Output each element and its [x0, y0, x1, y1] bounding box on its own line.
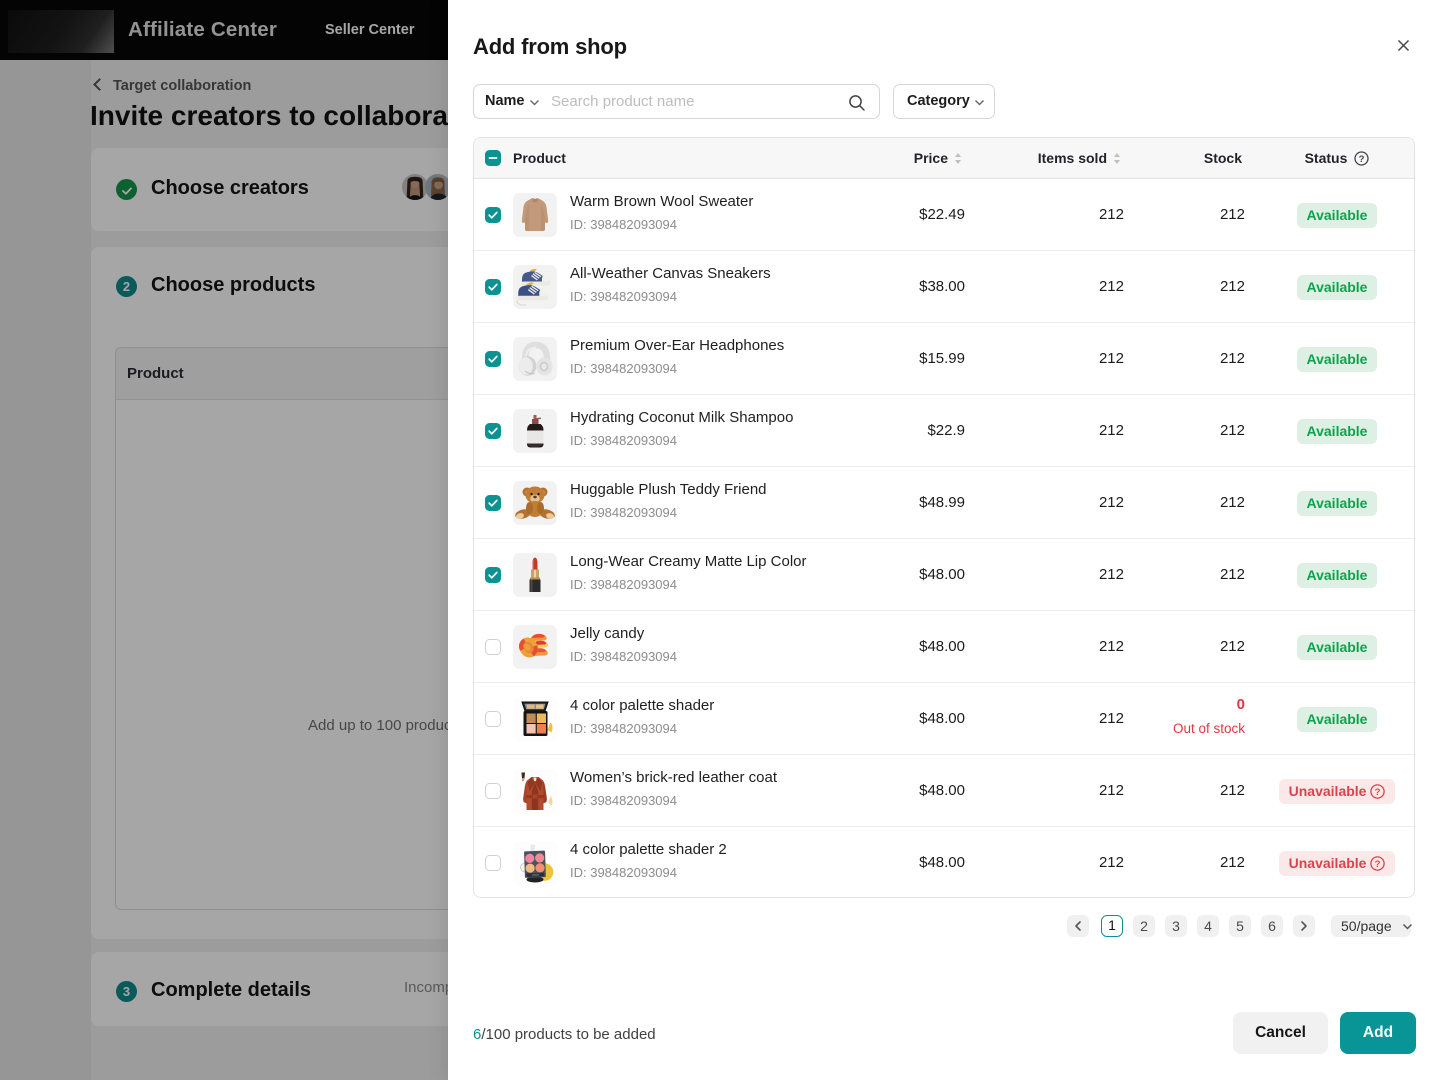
svg-text:?: ? [1375, 859, 1381, 870]
svg-text:?: ? [1359, 154, 1365, 165]
svg-text:?: ? [1375, 787, 1381, 798]
